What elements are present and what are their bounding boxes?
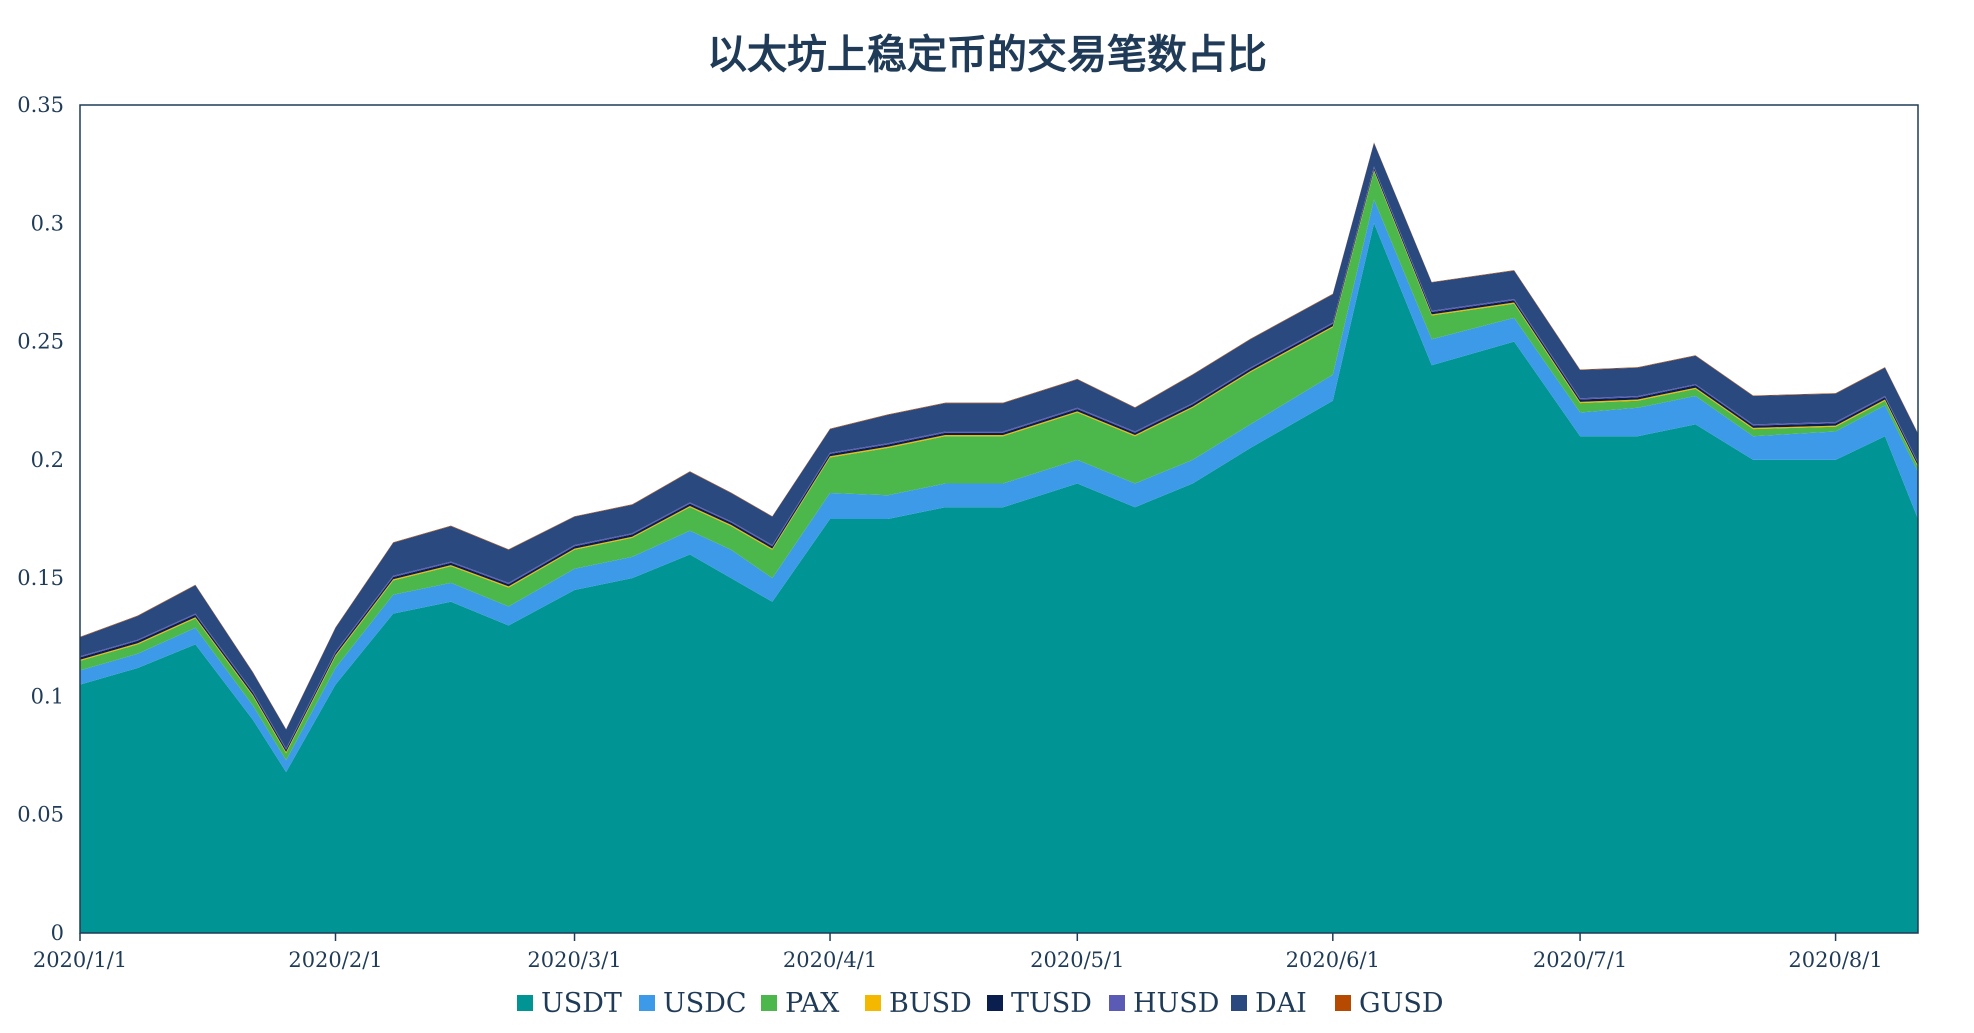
plot-frame bbox=[79, 104, 1919, 934]
legend-label-dai: DAI bbox=[1255, 988, 1307, 1019]
legend-swatch-usdt bbox=[517, 995, 533, 1011]
legend-swatch-pax bbox=[761, 995, 777, 1011]
x-tick-label: 2020/8/1 bbox=[1788, 948, 1882, 972]
y-tick-label: 0.25 bbox=[17, 330, 64, 354]
legend-label-gusd: GUSD bbox=[1359, 988, 1443, 1019]
y-tick-label: 0.05 bbox=[17, 803, 64, 827]
y-tick-label: 0.35 bbox=[17, 93, 64, 117]
y-tick-label: 0.1 bbox=[31, 684, 64, 708]
x-tick-label: 2020/6/1 bbox=[1286, 948, 1380, 972]
legend-swatch-gusd bbox=[1335, 995, 1351, 1011]
legend-label-busd: BUSD bbox=[889, 988, 972, 1019]
y-tick-label: 0.3 bbox=[31, 211, 64, 235]
legend: USDT USDC PAX BUSD TUSD HUSD DAI GUSD bbox=[517, 988, 1443, 1019]
legend-label-usdc: USDC bbox=[663, 988, 747, 1019]
x-axis: 2020/1/1 2020/2/1 2020/3/1 2020/4/1 2020/5/1… bbox=[33, 933, 1883, 972]
legend-label-husd: HUSD bbox=[1133, 988, 1219, 1019]
x-tick-label: 2020/5/1 bbox=[1030, 948, 1124, 972]
legend-swatch-usdc bbox=[639, 995, 655, 1011]
y-axis: 0 0.05 0.1 0.15 0.2 0.25 0.3 0.35 bbox=[17, 93, 64, 945]
area-dai bbox=[80, 142, 1918, 749]
legend-label-pax: PAX bbox=[785, 988, 840, 1019]
area-usdt bbox=[80, 223, 1918, 934]
legend-label-tusd: TUSD bbox=[1011, 988, 1092, 1019]
legend-swatch-husd bbox=[1109, 995, 1125, 1011]
x-tick-label: 2020/3/1 bbox=[527, 948, 621, 972]
y-tick-label: 0.15 bbox=[17, 566, 64, 590]
area-pax bbox=[80, 171, 1918, 761]
y-tick-label: 0.2 bbox=[31, 448, 64, 472]
x-tick-label: 2020/2/1 bbox=[288, 948, 382, 972]
x-tick-label: 2020/4/1 bbox=[783, 948, 877, 972]
x-tick-label: 2020/1/1 bbox=[33, 948, 127, 972]
legend-swatch-dai bbox=[1231, 995, 1247, 1011]
legend-label-usdt: USDT bbox=[541, 988, 622, 1019]
legend-swatch-busd bbox=[865, 995, 881, 1011]
legend-swatch-tusd bbox=[987, 995, 1003, 1011]
y-tick-label: 0 bbox=[51, 921, 64, 945]
area-layers bbox=[80, 142, 1918, 934]
chart-title: 以太坊上稳定币的交易笔数占比 bbox=[707, 31, 1267, 78]
x-tick-label: 2020/7/1 bbox=[1533, 948, 1627, 972]
area-usdc bbox=[80, 199, 1918, 773]
